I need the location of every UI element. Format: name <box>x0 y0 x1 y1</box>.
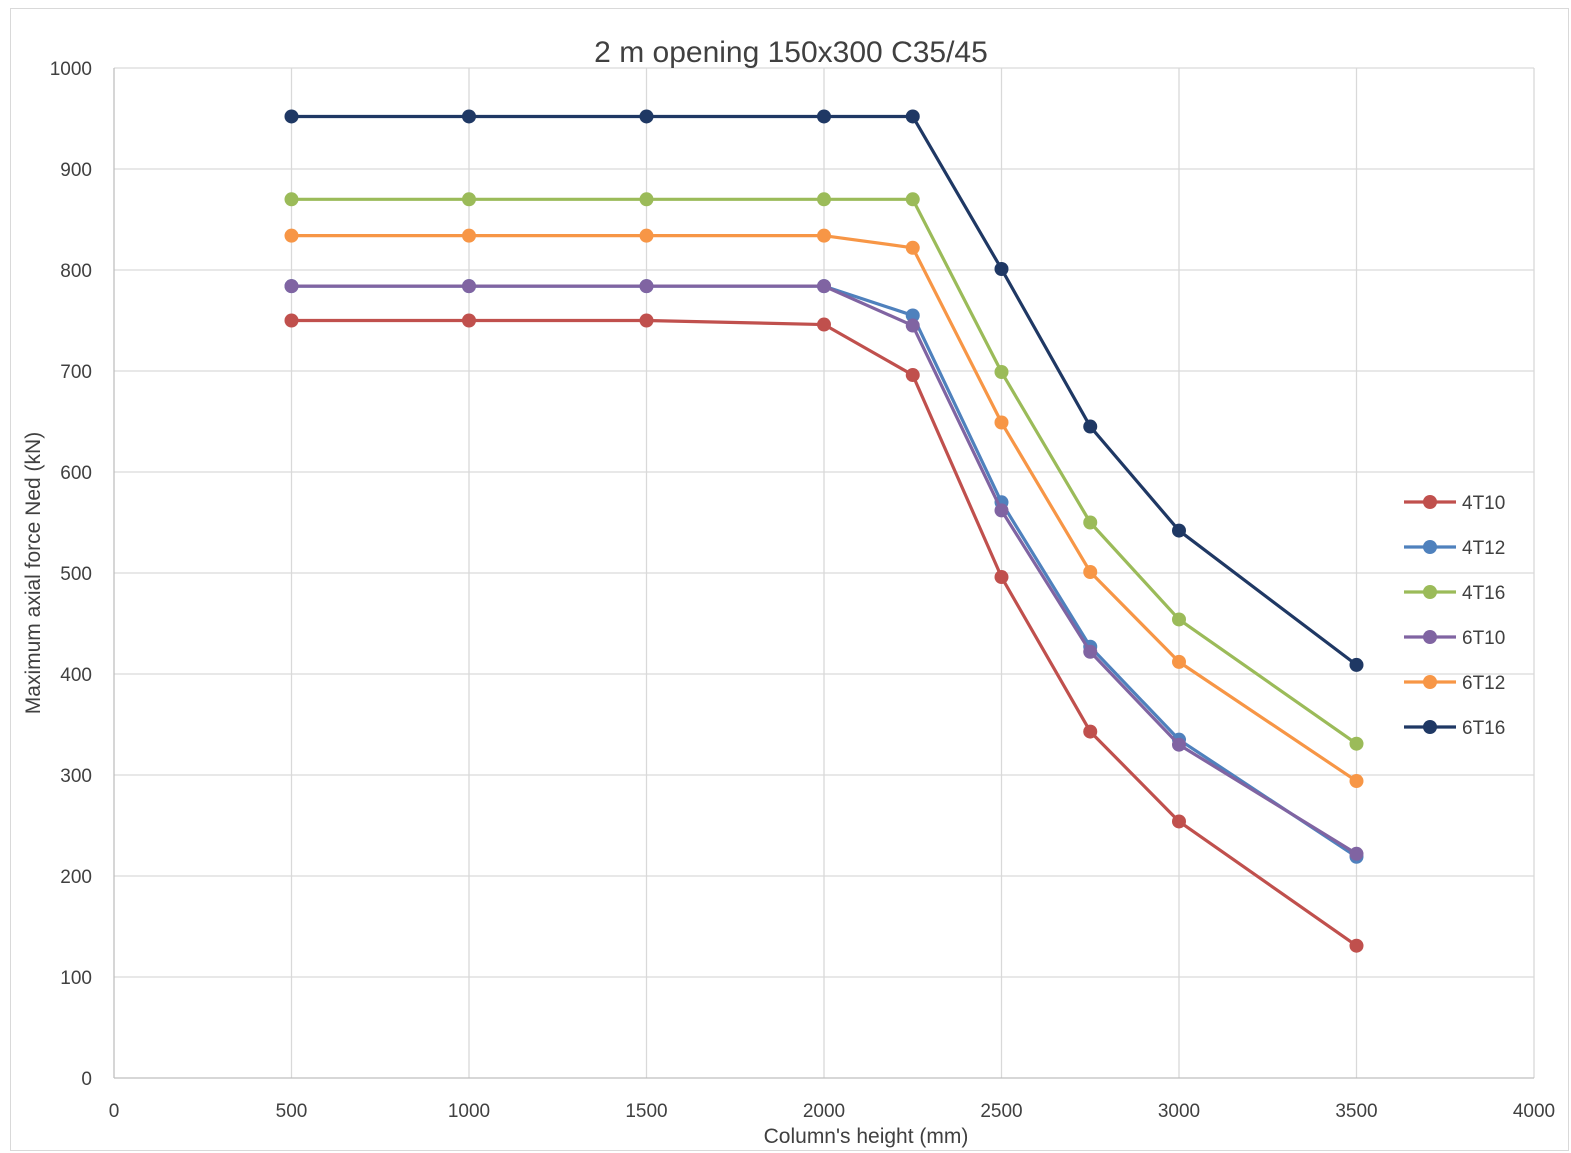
y-tick-label: 0 <box>81 1069 92 1090</box>
data-point <box>1349 657 1364 672</box>
x-tick-label: 1000 <box>448 1101 490 1122</box>
legend-swatch-marker <box>1423 720 1437 734</box>
data-point <box>905 192 920 207</box>
legend-label: 4T12 <box>1462 538 1505 559</box>
data-point <box>284 192 299 207</box>
data-point <box>462 313 476 328</box>
legend-label: 6T10 <box>1462 628 1505 649</box>
data-point <box>462 109 476 124</box>
chart-title: 2 m opening 150x300 C35/45 <box>594 36 988 69</box>
data-point <box>817 317 831 332</box>
data-point <box>1083 419 1098 434</box>
x-tick-label: 2500 <box>980 1101 1022 1122</box>
data-point <box>1083 515 1098 530</box>
legend-item-4t10: 4T10 <box>1404 493 1505 514</box>
data-point <box>1172 737 1186 752</box>
data-point <box>1172 523 1186 538</box>
data-point <box>905 109 920 124</box>
data-point <box>1172 814 1186 829</box>
x-tick-label: 0 <box>109 1101 120 1122</box>
data-point <box>817 109 831 124</box>
data-point <box>1083 724 1098 739</box>
y-tick-label: 300 <box>60 766 92 787</box>
data-point <box>639 228 654 243</box>
legend-swatch-marker <box>1423 585 1437 599</box>
x-tick-label: 4000 <box>1513 1101 1555 1122</box>
x-tick-label: 3500 <box>1335 1101 1377 1122</box>
legend-label: 6T12 <box>1462 673 1505 694</box>
data-point <box>1349 736 1364 751</box>
data-point <box>639 192 654 207</box>
data-point <box>1349 846 1364 861</box>
chart-frame <box>10 8 1569 1151</box>
data-point <box>462 192 476 207</box>
gridlines <box>114 67 1535 1078</box>
data-point <box>639 279 654 294</box>
data-point <box>462 228 476 243</box>
y-tick-label: 100 <box>60 968 92 989</box>
data-point <box>994 261 1009 276</box>
data-point <box>905 308 920 323</box>
axes: 0 100 200 300 400 500 600 700 800 900 1000 0 500 1000… <box>50 59 1555 1122</box>
data-point <box>639 313 654 328</box>
data-point <box>905 240 920 255</box>
data-point <box>994 415 1009 430</box>
data-point <box>817 228 831 243</box>
x-tick-label: 3000 <box>1158 1101 1200 1122</box>
legend-swatch-marker <box>1423 540 1437 554</box>
data-point <box>1349 938 1364 953</box>
series-6t16 <box>284 109 1364 672</box>
legend-label: 4T16 <box>1462 583 1505 604</box>
y-tick-label: 900 <box>60 160 92 181</box>
y-tick-label: 500 <box>60 564 92 585</box>
legend-label: 6T16 <box>1462 718 1505 739</box>
data-point <box>1172 612 1186 627</box>
data-point <box>817 192 831 207</box>
data-point <box>1083 644 1098 659</box>
data-point <box>1083 564 1098 579</box>
series-4t10 <box>284 313 1364 953</box>
legend-swatch-marker <box>1423 675 1437 689</box>
data-point <box>994 570 1009 585</box>
legend-item-6t16: 6T16 <box>1404 718 1505 739</box>
legend-swatch-marker <box>1423 495 1437 509</box>
data-point <box>284 228 299 243</box>
data-point <box>994 365 1009 380</box>
y-tick-label: 400 <box>60 665 92 686</box>
data-point <box>1172 654 1186 669</box>
legend-label: 4T10 <box>1462 493 1505 514</box>
y-tick-label: 800 <box>60 261 92 282</box>
series-6t10 <box>284 279 1364 861</box>
y-tick-label: 200 <box>60 867 92 888</box>
legend: 4T10 4T12 4T16 6T10 6T12 6T16 <box>1404 493 1505 739</box>
y-tick-label: 600 <box>60 463 92 484</box>
legend-item-4t16: 4T16 <box>1404 583 1505 604</box>
x-axis-label: Column's height (mm) <box>764 1125 969 1148</box>
data-point <box>994 503 1009 518</box>
data-point <box>905 368 920 383</box>
series-group <box>284 109 1364 953</box>
data-point <box>817 279 831 294</box>
legend-item-6t12: 6T12 <box>1404 673 1505 694</box>
x-tick-label: 2000 <box>803 1101 845 1122</box>
legend-swatch-marker <box>1423 630 1437 644</box>
legend-item-4t12: 4T12 <box>1404 538 1505 559</box>
data-point <box>284 279 299 294</box>
data-point <box>1349 774 1364 789</box>
y-tick-label: 700 <box>60 362 92 383</box>
x-tick-label: 500 <box>276 1101 308 1122</box>
y-axis-label: Maximum axial force Ned (kN) <box>22 432 45 714</box>
x-tick-label: 1500 <box>625 1101 667 1122</box>
data-point <box>284 109 299 124</box>
y-tick-label: 1000 <box>50 59 92 80</box>
data-point <box>284 313 299 328</box>
series-4t16 <box>284 192 1364 751</box>
series-6t12 <box>284 228 1364 789</box>
data-point <box>905 318 920 333</box>
data-point <box>462 279 476 294</box>
data-point <box>639 109 654 124</box>
legend-item-6t10: 6T10 <box>1404 628 1505 649</box>
